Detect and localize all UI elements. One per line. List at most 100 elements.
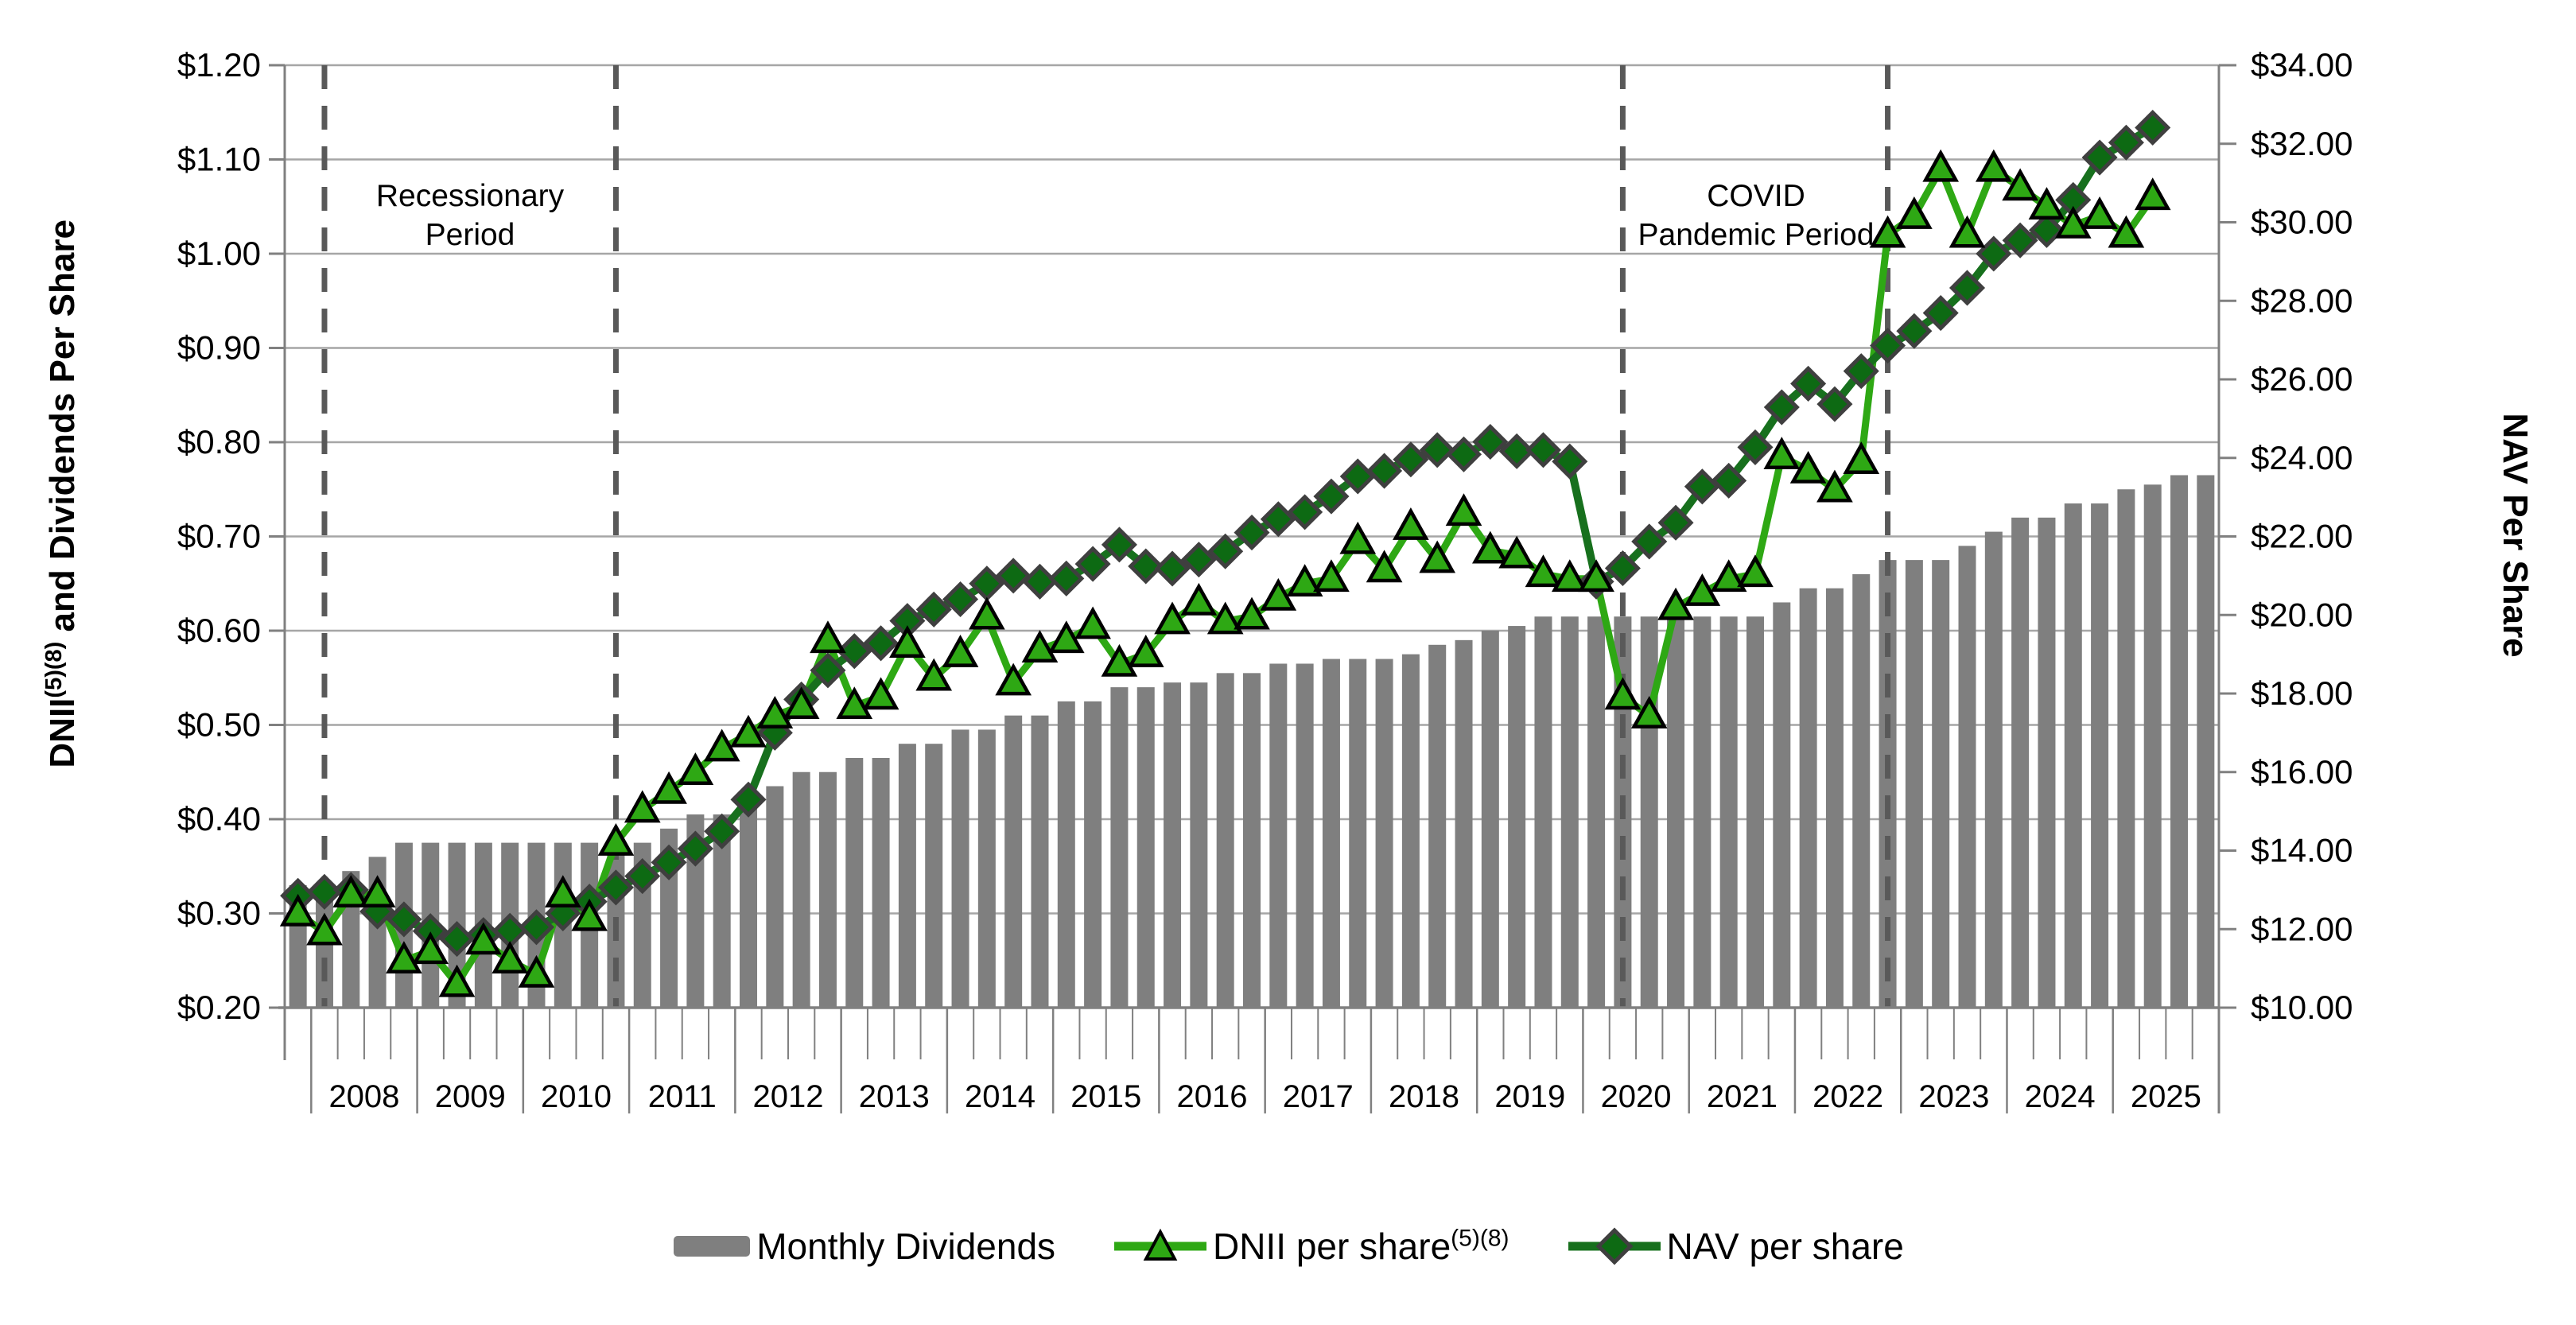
dnii-marker-2010-Q3[interactable] xyxy=(571,898,608,931)
dnii-marker-2013-Q2[interactable] xyxy=(862,677,899,710)
dnii-marker-2022-Q3[interactable] xyxy=(1843,441,1880,474)
nav-marker-2020-Q4[interactable] xyxy=(1657,504,1694,541)
bar-2011-Q3[interactable] xyxy=(686,814,705,1008)
bar-2012-Q2[interactable] xyxy=(766,786,784,1008)
nav-marker-2016-Q3[interactable] xyxy=(1207,533,1244,569)
bar-2016-Q3[interactable] xyxy=(1216,673,1234,1008)
bar-2022-Q4[interactable] xyxy=(1879,560,1897,1008)
nav-marker-2021-Q2[interactable] xyxy=(1711,462,1747,499)
nav-marker-2020-Q3[interactable] xyxy=(1631,523,1668,560)
nav-marker-2024-Q2[interactable] xyxy=(2028,212,2065,248)
dnii-marker-2024-Q1[interactable] xyxy=(2002,168,2038,201)
nav-marker-2020-Q2[interactable] xyxy=(1604,550,1641,587)
nav-marker-2018-Q3[interactable] xyxy=(1419,432,1455,468)
dnii-marker-2018-Q2[interactable] xyxy=(1393,507,1429,540)
dnii-marker-2017-Q4[interactable] xyxy=(1339,521,1377,554)
nav-marker-2023-Q4[interactable] xyxy=(1976,235,2012,272)
bar-2014-Q4[interactable] xyxy=(1031,715,1049,1008)
dnii-marker-2015-Q3[interactable] xyxy=(1101,643,1138,677)
bar-2023-Q4[interactable] xyxy=(1984,531,2003,1008)
nav-marker-2013-Q2[interactable] xyxy=(863,625,899,662)
nav-marker-2022-Q2[interactable] xyxy=(1816,386,1853,422)
bar-2021-Q3[interactable] xyxy=(1746,616,1764,1008)
bar-2017-Q4[interactable] xyxy=(1349,659,1367,1008)
bar-2016-Q4[interactable] xyxy=(1243,673,1261,1008)
nav-marker-2014-Q4[interactable] xyxy=(1021,563,1059,600)
bar-2025-Q2[interactable] xyxy=(2143,484,2162,1008)
dnii-marker-2008-Q2[interactable] xyxy=(332,875,370,908)
bar-2015-Q2[interactable] xyxy=(1084,701,1102,1008)
dnii-marker-2019-Q4[interactable] xyxy=(1551,559,1588,593)
dnii-marker-2021-Q4[interactable] xyxy=(1763,437,1801,470)
nav-marker-2019-Q2[interactable] xyxy=(1498,433,1535,469)
dnii-marker-2010-Q2[interactable] xyxy=(544,875,581,908)
dnii-marker-2009-Q4[interactable] xyxy=(491,941,529,973)
dnii-marker-2017-Q3[interactable] xyxy=(1313,559,1350,593)
bar-2023-Q3[interactable] xyxy=(1958,546,1976,1008)
bar-2025-Q3[interactable] xyxy=(2170,475,2189,1008)
dnii-marker-2016-Q2[interactable] xyxy=(1180,582,1218,616)
bar-2021-Q4[interactable] xyxy=(1773,602,1791,1008)
dnii-marker-2011-Q2[interactable] xyxy=(651,771,687,804)
dnii-marker-2019-Q3[interactable] xyxy=(1525,554,1562,588)
nav-marker-2022-Q1[interactable] xyxy=(1790,365,1827,402)
dnii-marker-2014-Q2[interactable] xyxy=(969,596,1005,630)
nav-marker-2017-Q3[interactable] xyxy=(1313,478,1350,515)
bar-2011-Q4[interactable] xyxy=(713,814,731,1008)
dnii-marker-2014-Q4[interactable] xyxy=(1021,630,1059,662)
bar-2022-Q1[interactable] xyxy=(1799,588,1817,1008)
nav-marker-2008-Q4[interactable] xyxy=(386,901,422,938)
nav-marker-2011-Q3[interactable] xyxy=(677,830,713,867)
dnii-marker-2020-Q1[interactable] xyxy=(1578,559,1614,593)
dnii-marker-2010-Q1[interactable] xyxy=(518,954,555,988)
bar-2018-Q4[interactable] xyxy=(1455,639,1473,1008)
dnii-marker-2020-Q2[interactable] xyxy=(1604,677,1642,710)
nav-marker-2015-Q4[interactable] xyxy=(1128,548,1164,585)
dnii-marker-2019-Q2[interactable] xyxy=(1498,535,1535,569)
nav-marker-2015-Q3[interactable] xyxy=(1101,527,1137,563)
legend-item-dnii-per-share[interactable]: DNII per share(5)(8) xyxy=(1113,1225,1509,1268)
nav-marker-2018-Q4[interactable] xyxy=(1445,436,1482,472)
nav-marker-2022-Q4[interactable] xyxy=(1870,328,1906,364)
bar-2012-Q4[interactable] xyxy=(818,771,837,1008)
nav-marker-2024-Q1[interactable] xyxy=(2002,222,2038,258)
bar-2014-Q2[interactable] xyxy=(977,729,996,1008)
nav-marker-2013-Q4[interactable] xyxy=(915,591,952,628)
dnii-marker-2011-Q1[interactable] xyxy=(624,790,661,823)
dnii-marker-2022-Q1[interactable] xyxy=(1789,450,1827,484)
nav-marker-2016-Q2[interactable] xyxy=(1180,542,1217,578)
dnii-marker-2018-Q1[interactable] xyxy=(1366,550,1403,583)
nav-marker-2019-Q3[interactable] xyxy=(1525,432,1562,468)
dnii-marker-2013-Q1[interactable] xyxy=(836,686,873,720)
bar-2024-Q1[interactable] xyxy=(2011,517,2030,1008)
bar-2024-Q3[interactable] xyxy=(2064,503,2082,1008)
dnii-marker-2014-Q1[interactable] xyxy=(942,635,979,667)
dnii-marker-2019-Q1[interactable] xyxy=(1472,530,1509,564)
nav-marker-2023-Q3[interactable] xyxy=(1949,270,1986,306)
nav-marker-2021-Q4[interactable] xyxy=(1763,389,1800,425)
nav-marker-2015-Q2[interactable] xyxy=(1074,546,1111,582)
dnii-marker-2011-Q3[interactable] xyxy=(677,752,714,785)
nav-marker-2017-Q1[interactable] xyxy=(1260,501,1296,538)
dnii-marker-2012-Q4[interactable] xyxy=(810,620,846,654)
dnii-marker-2015-Q1[interactable] xyxy=(1047,620,1085,654)
dnii-marker-2009-Q2[interactable] xyxy=(438,964,476,997)
dnii-marker-2022-Q4[interactable] xyxy=(1869,215,1906,248)
dnii-marker-2017-Q1[interactable] xyxy=(1260,577,1297,611)
nav-marker-2012-Q1[interactable] xyxy=(730,781,767,818)
dnii-marker-2020-Q3[interactable] xyxy=(1630,696,1668,729)
bar-2013-Q3[interactable] xyxy=(898,744,916,1008)
dnii-marker-2012-Q1[interactable] xyxy=(730,714,767,748)
dnii-marker-2018-Q3[interactable] xyxy=(1419,540,1456,573)
nav-marker-2011-Q2[interactable] xyxy=(651,844,687,880)
bar-2013-Q2[interactable] xyxy=(872,757,890,1008)
dnii-marker-2014-Q3[interactable] xyxy=(995,662,1032,696)
bar-2020-Q3[interactable] xyxy=(1640,616,1658,1008)
nav-marker-2016-Q1[interactable] xyxy=(1154,550,1191,587)
dnii-marker-2025-Q1[interactable] xyxy=(2108,215,2145,248)
dnii-marker-2022-Q2[interactable] xyxy=(1816,469,1853,503)
bar-2016-Q2[interactable] xyxy=(1190,682,1208,1008)
dnii-marker-2016-Q3[interactable] xyxy=(1206,601,1244,635)
dnii-marker-2016-Q4[interactable] xyxy=(1234,596,1270,630)
nav-marker-2018-Q2[interactable] xyxy=(1393,441,1429,478)
